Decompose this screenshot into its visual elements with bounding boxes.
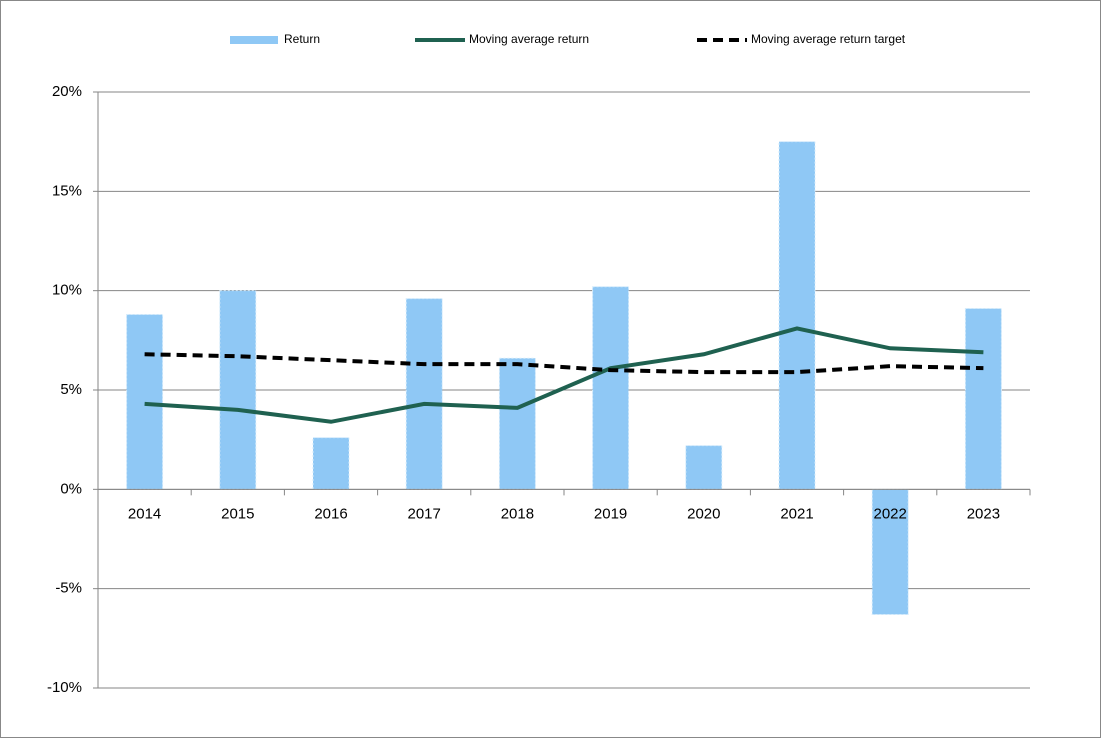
bar bbox=[685, 445, 723, 490]
x-tick-label: 2015 bbox=[221, 505, 254, 522]
y-tick-label: -10% bbox=[47, 679, 82, 696]
bar bbox=[871, 488, 909, 615]
x-tick-label: 2021 bbox=[780, 505, 813, 522]
x-tick-label: 2016 bbox=[314, 505, 347, 522]
y-tick-label: 15% bbox=[52, 182, 82, 199]
bar bbox=[964, 308, 1002, 490]
line bbox=[144, 352, 984, 375]
legend-label: Moving average return bbox=[469, 32, 589, 46]
legend-swatch bbox=[230, 36, 278, 44]
bar bbox=[219, 290, 257, 490]
x-tick-label: 2023 bbox=[967, 505, 1000, 522]
bar bbox=[592, 286, 630, 490]
legend-label: Moving average return target bbox=[751, 32, 906, 46]
x-tick-label: 2014 bbox=[128, 505, 161, 522]
bar bbox=[126, 314, 164, 490]
y-tick-label: 20% bbox=[52, 83, 82, 100]
x-tick-label: 2022 bbox=[874, 505, 907, 522]
bar bbox=[498, 357, 536, 490]
y-tick-label: -5% bbox=[55, 580, 82, 597]
x-tick-label: 2017 bbox=[408, 505, 441, 522]
bar bbox=[405, 298, 443, 490]
bar bbox=[778, 141, 816, 490]
line bbox=[144, 326, 984, 424]
legend-label: Return bbox=[284, 32, 320, 46]
bar bbox=[312, 437, 350, 490]
y-tick-label: 5% bbox=[60, 381, 82, 398]
x-tick-label: 2019 bbox=[594, 505, 627, 522]
x-tick-label: 2018 bbox=[501, 505, 534, 522]
y-tick-label: 0% bbox=[60, 480, 82, 497]
y-tick-label: 10% bbox=[52, 282, 82, 299]
x-tick-label: 2020 bbox=[687, 505, 720, 522]
